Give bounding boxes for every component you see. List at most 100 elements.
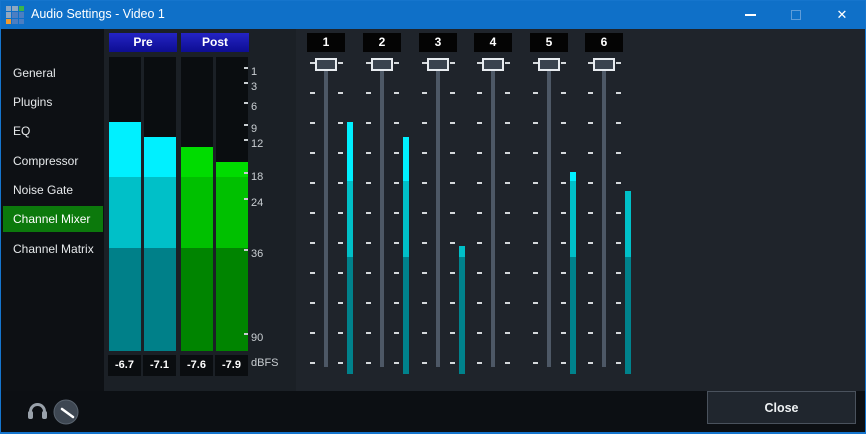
- titlebar[interactable]: Audio Settings - Video 1 ✕: [1, 1, 865, 29]
- slider-tick: [310, 272, 315, 274]
- channel-1-label[interactable]: 1: [307, 33, 345, 52]
- slider-tick: [533, 182, 538, 184]
- slider-tick: [588, 92, 593, 94]
- slider-tick: [561, 212, 566, 214]
- sidebar-item-compressor[interactable]: Compressor: [13, 154, 79, 168]
- channel-4-slider-thumb[interactable]: [482, 58, 504, 71]
- slider-tick: [588, 272, 593, 274]
- sidebar-item-noise-gate[interactable]: Noise Gate: [13, 183, 74, 197]
- pre-meter-right: [144, 57, 176, 351]
- slider-tick: [505, 62, 510, 64]
- scale-label: 36: [244, 246, 277, 262]
- slider-tick: [616, 362, 621, 364]
- meter-segment: [181, 248, 213, 351]
- channel-4-label[interactable]: 4: [474, 33, 512, 52]
- slider-tick: [422, 62, 427, 64]
- slider-tick: [338, 62, 343, 64]
- slider-tick: [310, 362, 315, 364]
- slider-tick: [310, 62, 315, 64]
- channel-3-label[interactable]: 3: [419, 33, 457, 52]
- channel-2-slider-thumb[interactable]: [371, 58, 393, 71]
- pre-right-dbfs-value: -7.1: [143, 355, 176, 376]
- slider-tick: [505, 362, 510, 364]
- minimize-icon: [744, 14, 756, 16]
- channel-4-slider-track[interactable]: [491, 61, 495, 367]
- sidebar-item-channel-mixer[interactable]: Channel Mixer: [3, 206, 103, 232]
- sidebar-item-eq[interactable]: EQ: [13, 124, 31, 138]
- slider-tick: [561, 152, 566, 154]
- slider-tick: [394, 272, 399, 274]
- channel-6-slider-thumb[interactable]: [593, 58, 615, 71]
- post-left-dbfs-value: -7.6: [180, 355, 213, 376]
- slider-tick: [588, 212, 593, 214]
- sidebar-item-plugins[interactable]: Plugins: [13, 95, 53, 109]
- slider-tick: [394, 122, 399, 124]
- logo-cell: [18, 6, 24, 12]
- channel-2-slider-track[interactable]: [380, 61, 384, 367]
- slider-tick: [477, 302, 482, 304]
- slider-tick: [616, 152, 621, 154]
- channel-5-meter: [570, 181, 576, 257]
- slider-tick: [366, 122, 371, 124]
- channel-3-slider-track[interactable]: [436, 61, 440, 367]
- slider-tick: [533, 332, 538, 334]
- slider-tick: [422, 362, 427, 364]
- logo-cell: [6, 12, 12, 18]
- minimize-button[interactable]: [727, 1, 773, 29]
- app-logo-icon: [6, 6, 24, 24]
- channel-2-label[interactable]: 2: [363, 33, 401, 52]
- slider-tick: [588, 242, 593, 244]
- slider-tick: [561, 302, 566, 304]
- post-meter-left: [181, 57, 213, 351]
- slider-tick: [561, 92, 566, 94]
- slider-tick: [422, 152, 427, 154]
- channel-1-meter: [347, 181, 353, 257]
- channel-5-slider-track[interactable]: [547, 61, 551, 367]
- slider-tick: [477, 362, 482, 364]
- pre-bus-label: Pre: [109, 33, 177, 52]
- headphones-pad: [42, 411, 47, 419]
- slider-tick: [616, 182, 621, 184]
- slider-tick: [561, 242, 566, 244]
- sidebar-item-general[interactable]: General: [13, 66, 56, 80]
- channel-5-slider-thumb[interactable]: [538, 58, 560, 71]
- channel-6-slider-track[interactable]: [602, 61, 606, 367]
- slider-tick: [310, 122, 315, 124]
- slider-tick: [533, 272, 538, 274]
- headphones-pad: [28, 411, 33, 419]
- slider-tick: [477, 62, 482, 64]
- maximize-button[interactable]: [773, 1, 819, 29]
- close-window-button[interactable]: ✕: [819, 1, 865, 29]
- slider-tick: [561, 362, 566, 364]
- channel-6-label[interactable]: 6: [585, 33, 623, 52]
- slider-tick: [422, 182, 427, 184]
- slider-tick: [450, 332, 455, 334]
- slider-tick: [450, 62, 455, 64]
- slider-tick: [310, 92, 315, 94]
- sidebar-item-channel-matrix[interactable]: Channel Matrix: [13, 242, 94, 256]
- slider-tick: [588, 182, 593, 184]
- settings-sidebar: General Plugins EQ Compressor Noise Gate…: [1, 29, 104, 391]
- channel-1-slider-track[interactable]: [324, 61, 328, 367]
- close-button[interactable]: Close: [707, 391, 856, 424]
- logo-cell: [6, 18, 12, 24]
- channel-5-label[interactable]: 5: [530, 33, 568, 52]
- meter-segment: [109, 122, 141, 177]
- channel-1-slider-thumb[interactable]: [315, 58, 337, 71]
- post-right-dbfs-value: -7.9: [215, 355, 248, 376]
- headphones-icon[interactable]: [28, 403, 47, 419]
- meter-segment: [144, 177, 176, 248]
- slider-tick: [310, 212, 315, 214]
- meter-segment: [144, 248, 176, 351]
- footer-bar: Close: [1, 391, 865, 432]
- monitor-volume-knob[interactable]: [53, 399, 79, 425]
- channel-3-slider-thumb[interactable]: [427, 58, 449, 71]
- slider-tick: [422, 212, 427, 214]
- slider-tick: [477, 212, 482, 214]
- slider-tick: [505, 242, 510, 244]
- slider-tick: [533, 152, 538, 154]
- meter-segment: [181, 147, 213, 177]
- slider-tick: [561, 182, 566, 184]
- slider-tick: [394, 62, 399, 64]
